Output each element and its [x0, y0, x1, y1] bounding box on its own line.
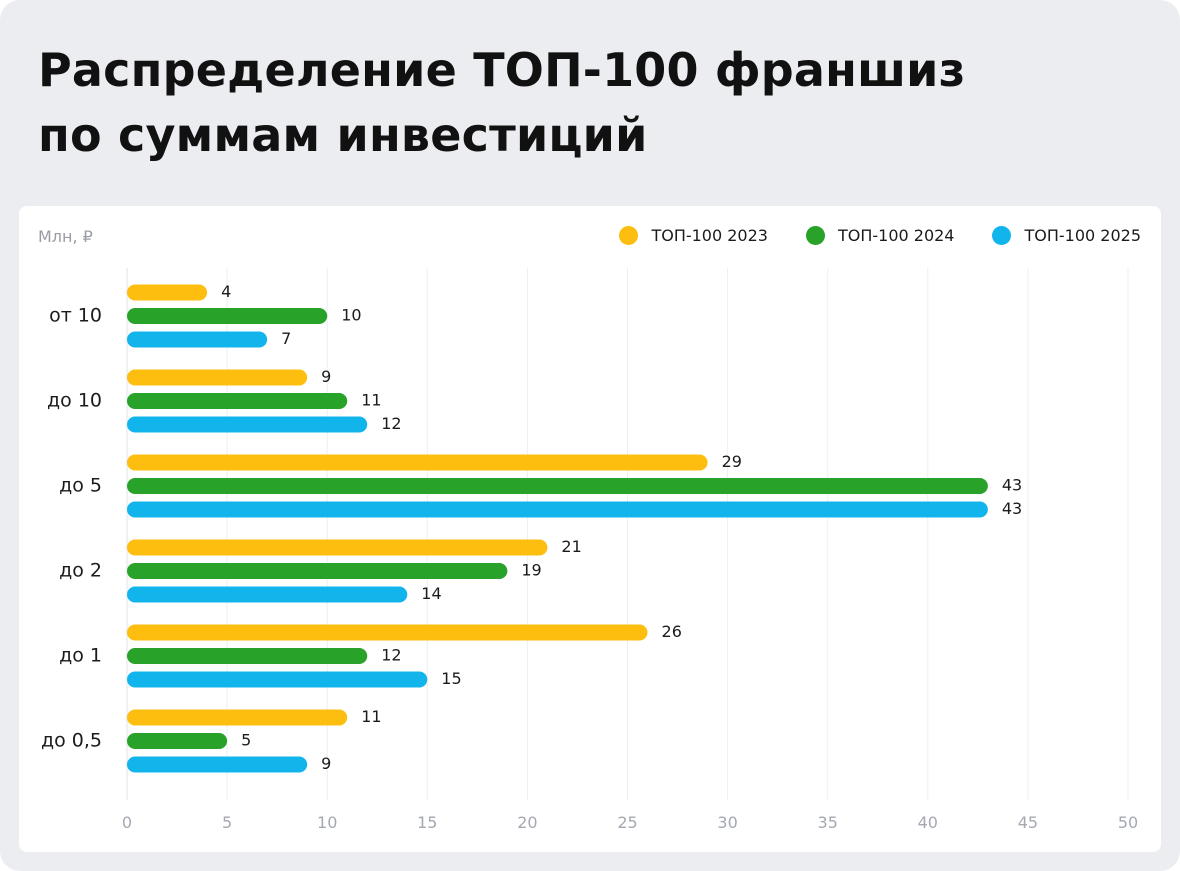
data-label: 21	[561, 537, 581, 556]
chart-card: Млн, ₽ ТОП-100 2023 ТОП-100 2024 ТОП-100…	[19, 206, 1161, 852]
data-label: 10	[341, 306, 361, 325]
legend-item-2025: ТОП-100 2025	[992, 226, 1141, 245]
chart-title: Распределение ТОП-100 франшиз по суммам …	[38, 38, 966, 168]
legend-label-2023: ТОП-100 2023	[651, 226, 768, 245]
bar	[127, 478, 988, 494]
data-label: 11	[361, 391, 381, 410]
data-label: 4	[221, 282, 231, 301]
data-label: 26	[662, 622, 682, 641]
bar	[127, 624, 648, 641]
data-label: 9	[321, 367, 331, 386]
x-tick-label: 25	[617, 813, 637, 832]
x-tick-label: 15	[417, 813, 437, 832]
bar	[127, 563, 508, 579]
x-tick-label: 40	[918, 813, 938, 832]
data-label: 43	[1002, 476, 1022, 495]
x-tick-label: 45	[1018, 813, 1038, 832]
data-label: 12	[381, 646, 401, 665]
data-label: 29	[722, 452, 742, 471]
category-label: до 1	[59, 645, 102, 667]
bar	[127, 284, 208, 301]
bar	[127, 671, 428, 688]
bar	[127, 454, 708, 471]
legend-dot-2023	[619, 226, 639, 245]
data-label: 11	[361, 707, 381, 726]
chart-title-line-2: по суммам инвестиций	[38, 108, 648, 162]
bar	[127, 733, 228, 749]
category-label: до 2	[59, 560, 102, 582]
category-label: до 5	[59, 475, 102, 497]
legend-item-2024: ТОП-100 2024	[805, 226, 955, 245]
x-tick-label: 50	[1118, 813, 1138, 832]
data-label: 5	[241, 731, 251, 750]
x-tick-label: 30	[717, 813, 737, 832]
bar	[127, 416, 368, 433]
category-label: от 10	[49, 305, 102, 327]
bar	[127, 501, 988, 518]
legend-item-2023: ТОП-100 2023	[619, 226, 768, 245]
legend-dot-2024	[805, 226, 825, 245]
bar	[127, 308, 328, 324]
data-label: 9	[321, 754, 331, 773]
legend: ТОП-100 2023 ТОП-100 2024 ТОП-100 2025	[619, 226, 1141, 245]
data-label: 7	[281, 329, 291, 348]
bar	[127, 586, 408, 603]
x-tick-label: 20	[517, 813, 537, 832]
legend-label-2024: ТОП-100 2024	[837, 226, 955, 245]
x-tick-label: 5	[222, 813, 232, 832]
x-tick-label: 0	[122, 813, 132, 832]
legend-dot-2025	[992, 226, 1012, 245]
x-tick-label: 35	[818, 813, 838, 832]
unit-label: Млн, ₽	[38, 227, 93, 246]
data-label: 43	[1002, 499, 1022, 518]
bar	[127, 369, 308, 386]
data-label: 19	[521, 561, 541, 580]
legend-label-2025: ТОП-100 2025	[1024, 226, 1141, 245]
bar	[127, 756, 308, 773]
x-tick-label: 10	[317, 813, 337, 832]
category-label: до 0,5	[41, 730, 102, 752]
data-label: 14	[421, 584, 441, 603]
category-label: до 10	[47, 390, 102, 412]
bar	[127, 331, 268, 348]
bar	[127, 393, 348, 409]
bar	[127, 539, 548, 556]
bar	[127, 709, 348, 726]
data-label: 15	[441, 669, 461, 688]
data-label: 12	[381, 414, 401, 433]
chart-title-line-1: Распределение ТОП-100 франшиз	[38, 43, 966, 97]
bar	[127, 648, 368, 664]
